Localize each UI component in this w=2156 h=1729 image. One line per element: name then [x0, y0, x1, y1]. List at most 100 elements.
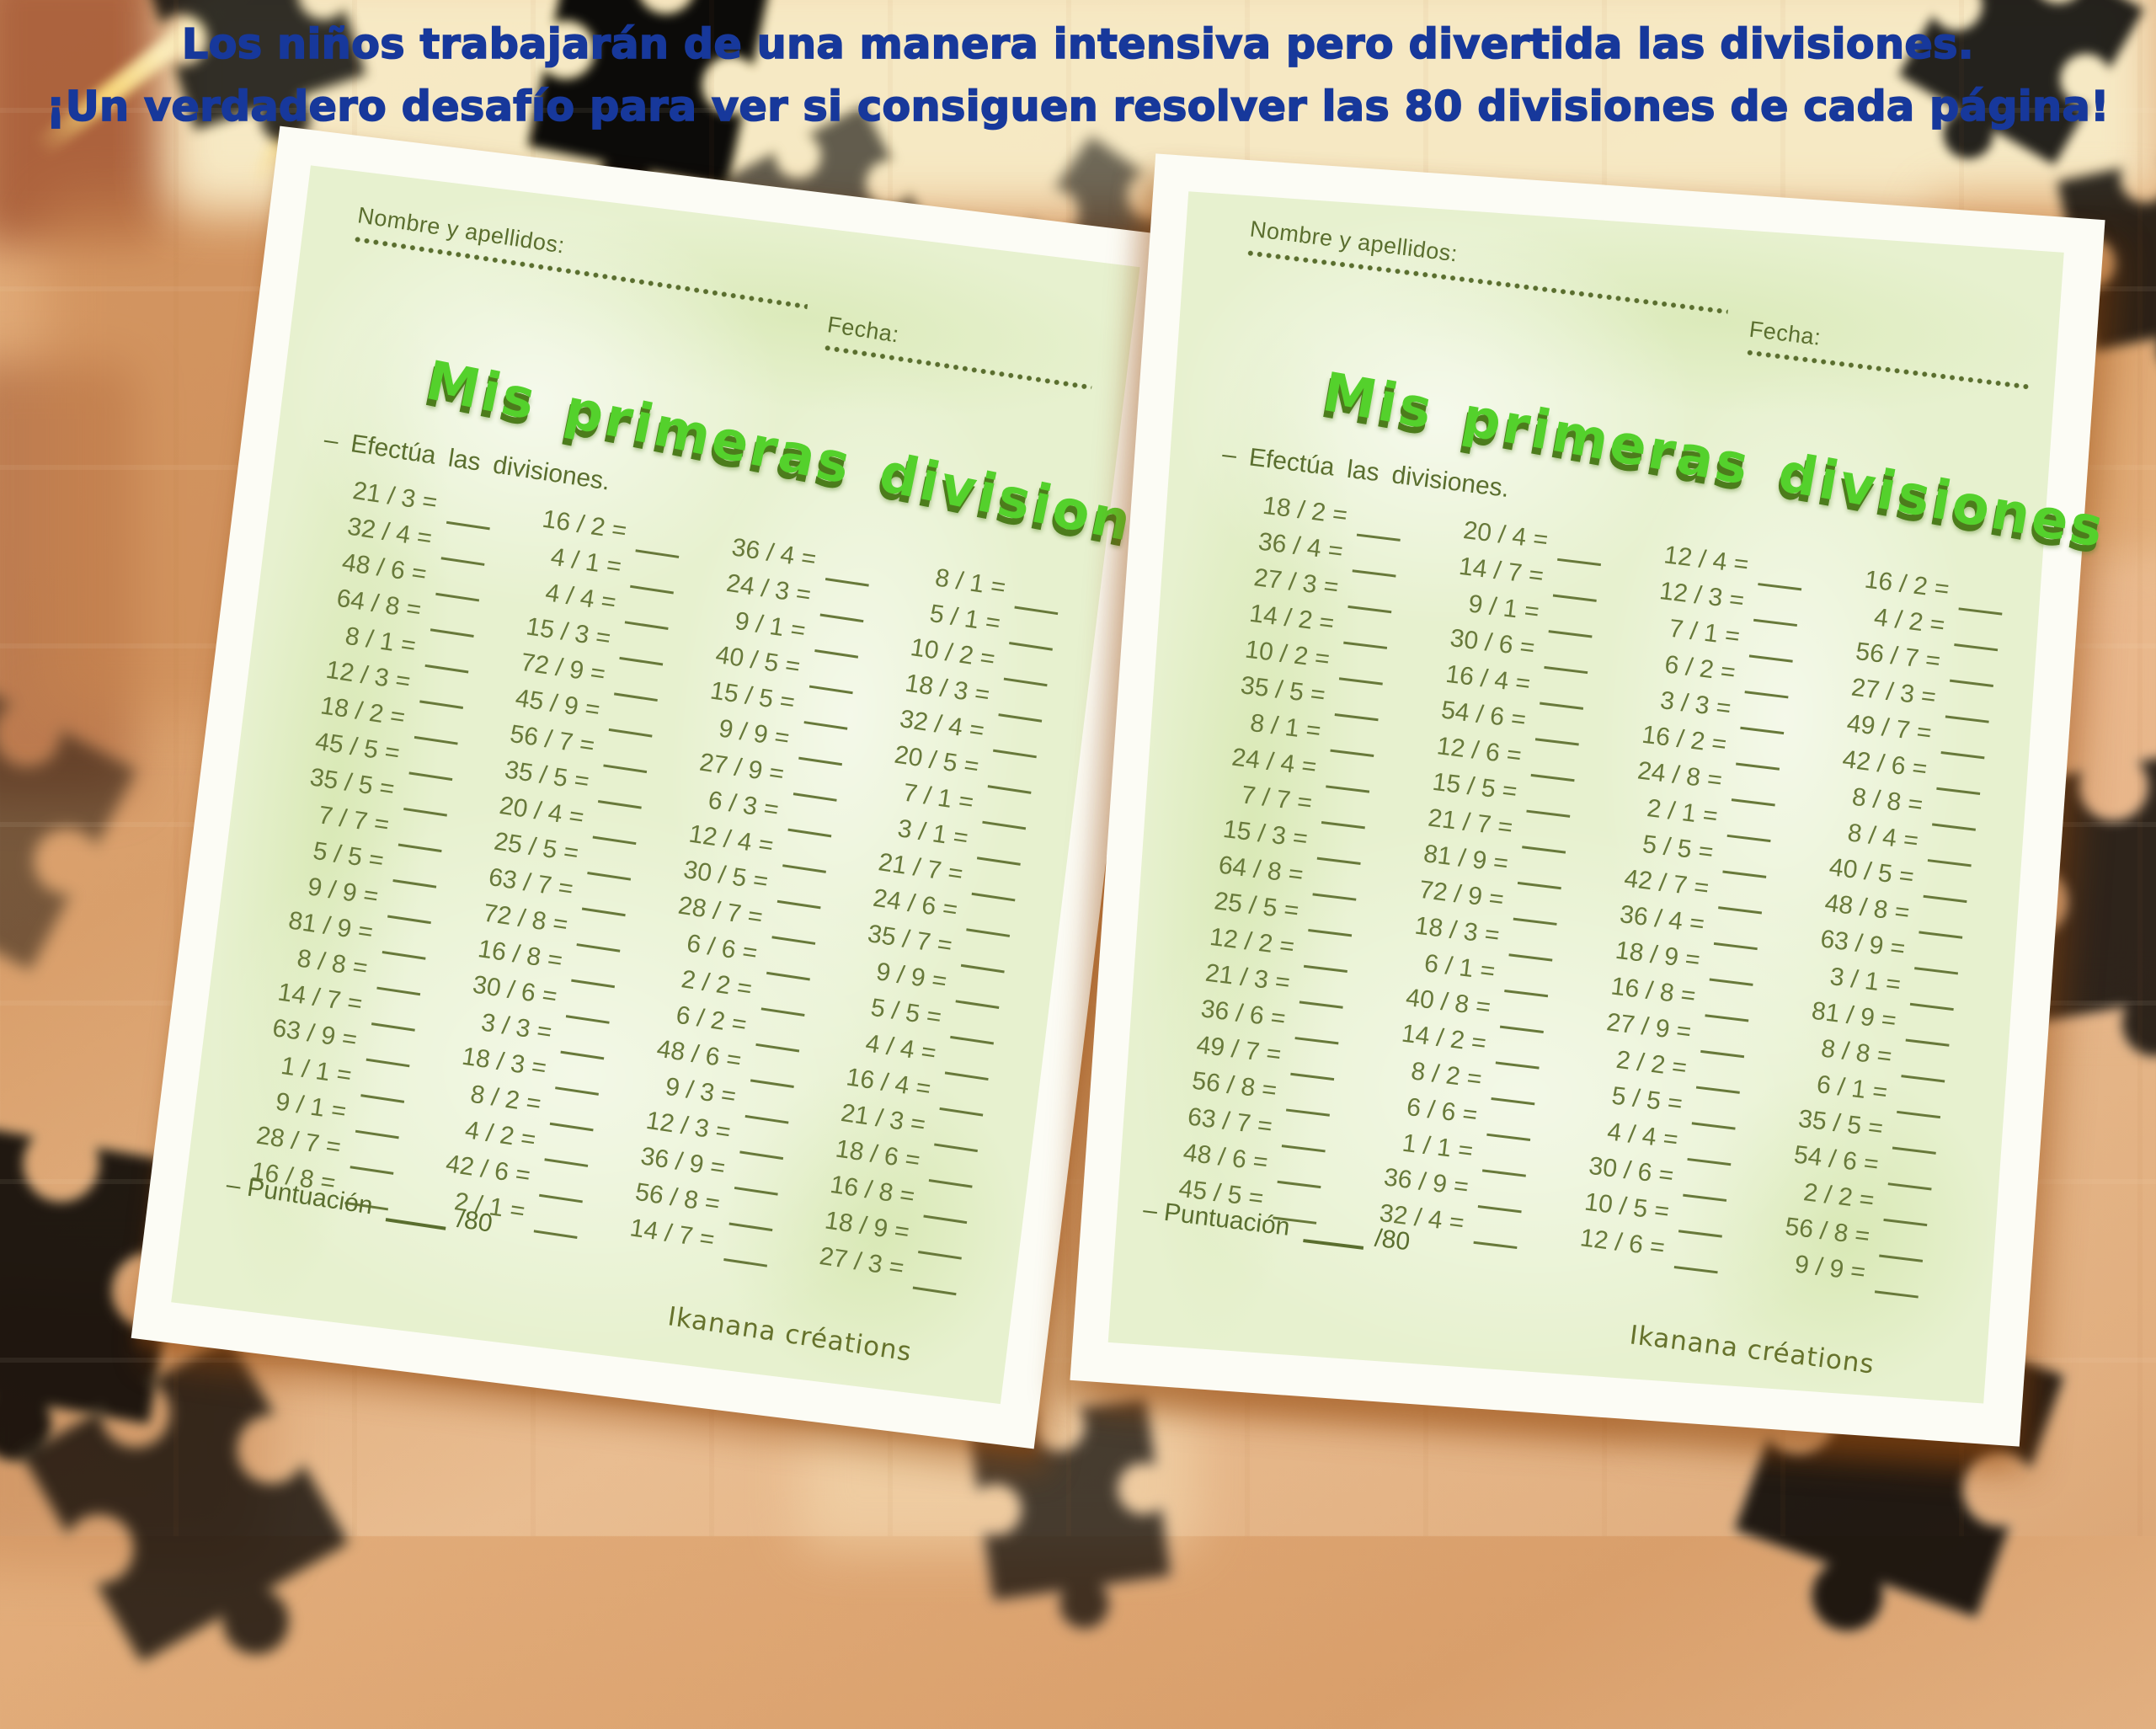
answer-blank — [1731, 773, 1779, 807]
answer-blank — [1683, 1168, 1730, 1202]
answer-blank — [1695, 1060, 1743, 1094]
name-label: Nombre y apellidos: — [355, 202, 567, 259]
date-label: Fecha: — [1748, 316, 1822, 350]
answer-blank — [1290, 1047, 1337, 1081]
answer-blank — [1709, 953, 1757, 986]
answer-blank — [1897, 1086, 1944, 1119]
name-dotted-line — [354, 235, 808, 311]
answer-blank — [1879, 1229, 1926, 1262]
answer-blank — [1473, 1215, 1521, 1250]
answer-blank — [1281, 1119, 1329, 1153]
worksheet-paper: Nombre y apellidos: Fecha: Mis primeras … — [171, 165, 1210, 1405]
answer-blank — [1486, 1107, 1534, 1142]
answer-blank — [1526, 784, 1573, 818]
answer-blank — [1552, 568, 1600, 602]
answer-blank — [1678, 1204, 1726, 1238]
worksheet-page-left: Nombre y apellidos: Fecha: Mis primeras … — [131, 125, 1210, 1449]
division-grid: 21 / 3 = 32 / 4 = 48 / 6 = 64 / 8 = 8 / 1 = 1… — [213, 466, 1063, 1296]
answer-blank — [1932, 798, 1979, 831]
answer-blank — [1548, 605, 1596, 638]
answer-blank — [1958, 582, 2006, 616]
answer-blank — [1914, 942, 1961, 975]
answer-blank — [1923, 869, 1971, 904]
answer-blank — [1504, 964, 1551, 998]
answer-blank — [1945, 690, 1993, 723]
score-total: /80 — [1373, 1224, 1412, 1257]
score-total: /80 — [455, 1204, 494, 1238]
date-dotted-line — [1746, 349, 2031, 391]
answer-blank — [1753, 593, 1801, 627]
answer-blank — [1356, 508, 1404, 542]
name-dotted-line — [1246, 249, 1728, 316]
answer-blank — [1513, 892, 1561, 926]
answer-blank — [1303, 939, 1351, 974]
answer-blank — [912, 1261, 960, 1296]
date-block: Fecha: — [1746, 317, 2034, 391]
answer-blank — [1722, 845, 1769, 878]
answer-blank — [1334, 688, 1382, 722]
answer-blank — [1874, 1265, 1922, 1299]
answer-blank — [1343, 616, 1390, 649]
answer-blank — [1713, 917, 1761, 951]
answer-blank — [1299, 975, 1347, 1009]
answer-blank — [1517, 856, 1565, 890]
answer-blank — [1740, 702, 1787, 735]
answer-blank — [1348, 580, 1395, 614]
answer-blank — [1919, 905, 1966, 939]
answer-blank — [1726, 809, 1774, 843]
answer-blank — [1499, 1000, 1547, 1033]
answer-blank — [723, 1233, 771, 1267]
answer-blank — [1887, 1157, 1935, 1191]
answer-blank — [1909, 978, 1957, 1011]
answer-blank — [1312, 867, 1360, 901]
answer-blank — [1330, 723, 1378, 757]
answer-blank — [1736, 737, 1783, 771]
answer-blank — [1892, 1121, 1940, 1155]
score-blank — [1303, 1220, 1366, 1250]
answer-blank — [1338, 652, 1386, 686]
answer-blank — [1530, 749, 1578, 782]
answer-blank — [1491, 1072, 1539, 1106]
answer-blank — [1705, 989, 1753, 1022]
answer-blank — [1557, 533, 1604, 567]
answer-blank — [1748, 629, 1796, 663]
credit: Ikanana créations — [665, 1301, 915, 1368]
answer-blank — [1700, 1025, 1748, 1059]
answer-blank — [1758, 558, 1805, 591]
answer-blank — [1691, 1097, 1739, 1130]
answer-blank — [1544, 641, 1591, 675]
answer-blank — [1673, 1241, 1721, 1274]
answer-blank — [1949, 654, 1997, 687]
score-blank — [385, 1199, 449, 1230]
answer-blank — [1927, 834, 1975, 867]
division-grid: 18 / 2 = 36 / 4 = 27 / 3 = 14 / 2 = 10 / 2 =… — [1131, 480, 2007, 1299]
headline-line2: ¡Un verdadero desafío para ver si consig… — [45, 82, 2110, 131]
answer-blank — [1285, 1083, 1333, 1117]
answer-blank — [1522, 820, 1569, 854]
answer-blank — [1718, 881, 1765, 915]
answer-blank — [1477, 1180, 1525, 1214]
division-expression: 12 / 6 = — [1578, 1224, 1667, 1262]
answer-blank — [1495, 1036, 1543, 1070]
date-label: Fecha: — [825, 312, 901, 348]
date-dotted-line — [824, 344, 1092, 392]
answer-blank — [1534, 712, 1582, 746]
answer-blank — [1744, 665, 1792, 699]
answer-blank — [1308, 904, 1355, 937]
answer-blank — [1277, 1155, 1325, 1189]
division-expression: 14 / 7 = — [627, 1214, 717, 1254]
worksheet-sheet: Nombre y apellidos: Fecha: Mis primeras … — [155, 156, 1211, 1412]
answer-blank — [1352, 544, 1400, 578]
answer-blank — [1481, 1144, 1529, 1177]
headline-line1: Los niños trabajarán de una manera inten… — [181, 19, 1974, 69]
answer-blank — [1905, 1013, 1953, 1047]
date-block: Fecha: — [824, 312, 1097, 392]
answer-blank — [1954, 618, 2001, 652]
answer-blank — [1883, 1193, 1931, 1227]
headline: Los niños trabajarán de una manera inten… — [0, 13, 2156, 137]
answer-blank — [1508, 928, 1556, 962]
division-expression: 27 / 3 = — [817, 1241, 906, 1283]
answer-blank — [1901, 1049, 1948, 1083]
worksheet-page-right: Nombre y apellidos: Fecha: Mis primeras … — [1070, 153, 2111, 1447]
answer-blank — [533, 1204, 581, 1239]
